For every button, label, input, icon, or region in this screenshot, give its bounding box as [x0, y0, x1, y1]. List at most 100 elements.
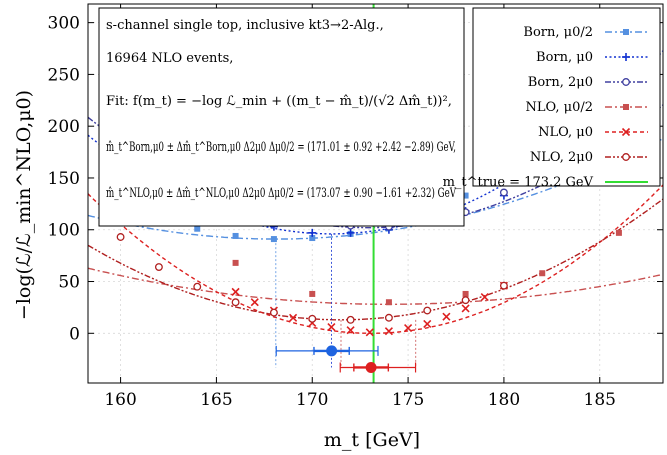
- data-point: [250, 298, 259, 307]
- data-point: [384, 313, 393, 322]
- data-point: [499, 281, 508, 290]
- data-point: [346, 326, 355, 335]
- legend-label: Born, μ0: [536, 50, 593, 65]
- marker-x-b: [250, 298, 259, 307]
- marker-square: [462, 290, 469, 297]
- data-point: [461, 304, 470, 313]
- marker-circle: [116, 233, 125, 241]
- data-point: [193, 282, 202, 291]
- data-point: [499, 188, 508, 197]
- marker-square: [539, 270, 546, 277]
- marker-x-b: [442, 312, 451, 321]
- marker-circle: [308, 314, 317, 323]
- annotation-line-1: s-channel single top, inclusive kt3→2-Al…: [106, 18, 384, 33]
- marker-circle: [346, 315, 355, 324]
- marker-square: [385, 299, 392, 306]
- marker-x-b: [404, 324, 413, 333]
- data-point: [270, 236, 277, 243]
- y-tick-label: 150: [48, 169, 80, 189]
- marker-x-b: [365, 328, 374, 337]
- annotation-line-4: m̂_t^Born,μ0 ± Δm̂_t^Born,μ0 Δ2μ0 Δμ0/2 …: [106, 140, 456, 155]
- marker-x-b: [346, 326, 355, 335]
- minimum-drop-lines: [275, 233, 417, 368]
- data-point: [462, 290, 469, 297]
- data-point: [384, 327, 393, 336]
- data-point: [404, 324, 413, 333]
- annotation-line-2: 16964 NLO events,: [106, 51, 233, 66]
- y-tick-label: 100: [48, 221, 80, 241]
- legend-label: NLO, 2μ0: [530, 150, 593, 165]
- data-point: [623, 104, 629, 110]
- marker-circle: [193, 282, 202, 291]
- data-point: [269, 308, 278, 317]
- marker-square: [232, 259, 239, 266]
- data-point: [622, 78, 630, 86]
- data-point: [346, 228, 355, 237]
- marker-x-b: [480, 292, 489, 302]
- marker-circle: [231, 298, 240, 307]
- marker-x-b: [327, 323, 336, 332]
- legend-label: NLO, μ0: [538, 125, 593, 140]
- marker-square: [194, 225, 201, 232]
- data-point: [423, 306, 432, 315]
- fit-curve: [88, 50, 663, 235]
- fit-curve: [88, 198, 663, 321]
- annotation-line-5: m̂_t^NLO,μ0 ± Δm̂_t^NLO,μ0 Δ2μ0 Δμ0/2 = …: [106, 186, 456, 201]
- data-point: [621, 127, 631, 137]
- marker-circle: [622, 78, 630, 86]
- y-tick-label: 0: [69, 324, 80, 344]
- central-value-dot: [365, 361, 377, 373]
- data-point: [346, 315, 355, 324]
- data-point: [462, 192, 469, 199]
- marker-circle: [499, 188, 508, 197]
- marker-square: [232, 232, 239, 239]
- data-point: [308, 314, 317, 323]
- marker-square: [309, 290, 316, 297]
- legend-label: Born, μ0/2: [523, 25, 593, 40]
- y-axis-label: −log(ℒ/ℒ_min^NLO,μ0): [13, 90, 35, 320]
- data-point: [232, 259, 239, 266]
- data-point: [232, 232, 239, 239]
- mass-error-bars: [275, 345, 417, 373]
- fit-curve: [88, 184, 663, 334]
- marker-circle: [499, 281, 508, 290]
- data-point: [461, 296, 470, 305]
- marker-circle: [423, 306, 432, 315]
- x-axis-label: m_t [GeV]: [324, 429, 420, 451]
- x-tick-label: 165: [200, 390, 232, 410]
- marker-circle: [154, 263, 163, 271]
- data-point: [231, 287, 240, 296]
- marker-circle: [384, 313, 393, 322]
- data-point: [154, 263, 163, 271]
- data-point: [615, 229, 622, 236]
- marker-circle: [622, 153, 630, 161]
- data-point: [194, 225, 201, 232]
- marker-square: [623, 104, 629, 110]
- marker-x-b: [289, 313, 298, 322]
- x-tick-label: 170: [296, 390, 328, 410]
- data-point: [622, 153, 630, 161]
- data-point: [231, 298, 240, 307]
- marker-x-b: [231, 287, 240, 296]
- marker-x-b: [461, 304, 470, 313]
- marker-square: [615, 229, 622, 236]
- data-point: [327, 323, 336, 332]
- data-point: [480, 292, 489, 302]
- data-point: [442, 312, 451, 321]
- marker-square: [623, 29, 629, 35]
- data-point: [365, 328, 374, 337]
- central-value-dot: [326, 345, 338, 357]
- data-point: [622, 53, 630, 61]
- legend-label: NLO, μ0/2: [525, 100, 593, 115]
- data-point: [116, 233, 125, 241]
- data-point: [539, 270, 546, 277]
- axis-ticks: 160 165 170 175 180 185 0 50 100 150 200 250 300: [48, 4, 663, 410]
- marker-square: [270, 236, 277, 243]
- x-tick-label: 175: [392, 390, 424, 410]
- marker-circle: [269, 308, 278, 317]
- marker-x-b: [384, 327, 393, 336]
- data-point: [423, 319, 432, 329]
- y-tick-label: 50: [58, 273, 80, 293]
- data-point: [309, 290, 316, 297]
